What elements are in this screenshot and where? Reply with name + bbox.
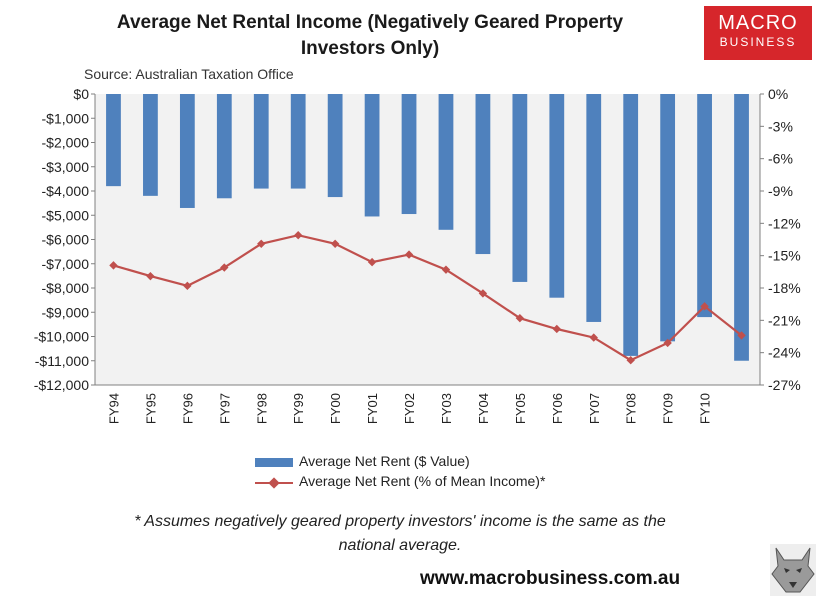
- bar: [660, 94, 676, 342]
- right-axis-tick-label: 0%: [768, 86, 788, 102]
- line-point: [737, 331, 746, 340]
- bar: [512, 94, 528, 282]
- right-axis-tick-label: -24%: [768, 345, 801, 361]
- bar: [364, 94, 380, 217]
- bar: [143, 94, 158, 196]
- bar: [290, 94, 306, 189]
- legend-line-label: Average Net Rent (% of Mean Income)*: [299, 473, 546, 489]
- legend-bar-label: Average Net Rent ($ Value): [299, 453, 470, 469]
- footnote: * Assumes negatively geared property inv…: [60, 510, 740, 558]
- macrobusiness-logo: MACRO BUSINESS: [704, 6, 812, 60]
- legend-bar-swatch: [255, 458, 293, 467]
- left-axis-tick-label: $0: [73, 86, 89, 102]
- left-axis-tick-label: -$8,000: [42, 280, 90, 296]
- x-axis-tick-label: FY04: [476, 393, 491, 424]
- right-axis-tick-label: -6%: [768, 151, 793, 167]
- x-axis-tick-label: FY02: [402, 393, 417, 424]
- line-point: [257, 239, 266, 249]
- x-axis-tick-label: FY01: [365, 393, 380, 424]
- right-axis-tick-label: -27%: [768, 377, 801, 393]
- line-point: [552, 324, 562, 334]
- bar: [549, 94, 565, 298]
- right-axis-tick-label: -9%: [768, 183, 793, 199]
- bar: [697, 94, 712, 318]
- line-point: [515, 313, 525, 323]
- footnote-line2: national average.: [338, 537, 462, 554]
- line-point: [293, 230, 303, 240]
- x-axis-tick-label: FY06: [550, 393, 565, 424]
- line-point: [146, 271, 155, 281]
- left-axis-tick-label: -$3,000: [42, 159, 90, 175]
- line-point: [220, 263, 229, 272]
- line-point: [183, 281, 192, 291]
- x-axis-tick-label: FY00: [328, 393, 343, 424]
- x-axis-tick-label: FY03: [439, 393, 454, 424]
- left-axis-tick-label: -$10,000: [34, 329, 89, 345]
- left-axis-tick-label: -$9,000: [42, 304, 90, 320]
- left-axis-tick-label: -$4,000: [42, 183, 90, 199]
- bar: [734, 94, 749, 361]
- bar: [438, 94, 454, 230]
- line-point: [330, 239, 340, 249]
- chart-title-line1: Average Net Rental Income (Negatively Ge…: [116, 12, 624, 33]
- x-axis-tick-label: FY95: [143, 393, 158, 424]
- line-point: [109, 261, 118, 270]
- x-axis-tick-label: FY05: [513, 393, 528, 424]
- right-axis-tick-label: -3%: [768, 118, 793, 134]
- bar: [106, 94, 121, 187]
- x-axis-tick-label: FY97: [217, 393, 232, 424]
- x-axis-tick-label: FY08: [624, 393, 639, 424]
- bar: [327, 94, 343, 198]
- line-point: [700, 302, 709, 311]
- x-axis-tick-label: FY07: [587, 393, 602, 424]
- bar: [401, 94, 417, 215]
- website-url: www.macrobusiness.com.au: [420, 568, 681, 589]
- logo-line1: MACRO: [718, 12, 798, 34]
- line-point: [589, 333, 598, 342]
- logo-line2: BUSINESS: [719, 35, 797, 49]
- chart-title-line2: Investors Only): [300, 38, 440, 59]
- bar: [179, 94, 195, 208]
- x-axis-tick-label: FY09: [661, 393, 676, 424]
- line-point: [478, 289, 488, 298]
- bar: [586, 94, 602, 322]
- left-axis-tick-label: -$6,000: [42, 232, 90, 248]
- line-point: [663, 338, 672, 348]
- x-axis-tick-label: FY99: [291, 393, 306, 424]
- line-point: [404, 250, 414, 259]
- footnote-line1: * Assumes negatively geared property inv…: [134, 513, 666, 530]
- plot-area: [95, 94, 760, 385]
- right-axis-tick-label: -12%: [768, 215, 801, 231]
- line-point: [367, 257, 377, 267]
- line-series: [113, 234, 743, 362]
- left-axis-tick-label: -$12,000: [34, 377, 89, 393]
- left-axis-tick-label: -$5,000: [42, 207, 90, 223]
- x-axis-tick-label: FY10: [698, 393, 713, 424]
- bar: [623, 94, 639, 356]
- source-note: Source: Australian Taxation Office: [84, 66, 294, 82]
- chart-title: Average Net Rental Income (Negatively Ge…: [40, 10, 700, 62]
- right-axis-tick-label: -15%: [768, 248, 801, 264]
- line-point: [441, 265, 451, 274]
- right-axis-tick-label: -21%: [768, 312, 801, 328]
- x-axis-tick-label: FY96: [180, 393, 195, 424]
- left-axis-tick-label: -$7,000: [42, 256, 90, 272]
- bar: [475, 94, 491, 255]
- right-axis-tick-label: -18%: [768, 280, 801, 296]
- line-point: [626, 356, 635, 365]
- wolf-icon: [770, 544, 816, 596]
- left-axis-tick-label: -$2,000: [42, 135, 90, 151]
- left-axis-tick-label: -$11,000: [35, 353, 89, 369]
- x-axis-tick-label: FY98: [254, 393, 269, 424]
- left-axis-tick-label: -$1,000: [42, 110, 90, 126]
- bar: [216, 94, 232, 199]
- bar: [253, 94, 269, 189]
- x-axis-tick-label: FY94: [106, 393, 121, 424]
